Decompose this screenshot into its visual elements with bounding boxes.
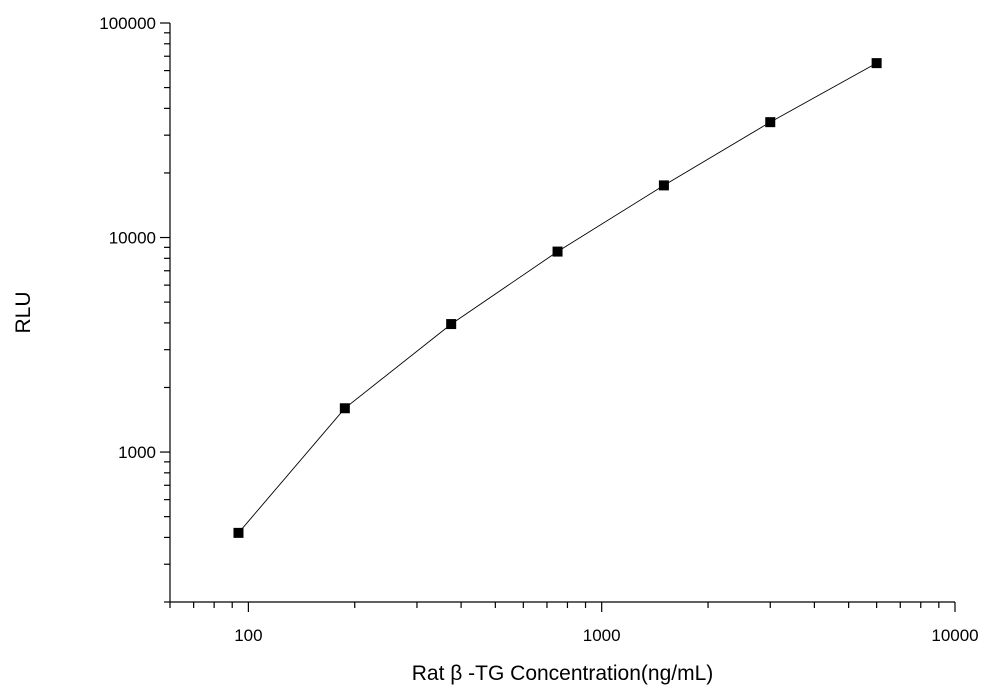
x-tick-label: 10000 (931, 626, 978, 645)
data-point (446, 319, 457, 330)
x-axis-title: Rat β -TG Concentration(ng/mL) (412, 662, 714, 685)
x-tick-label: 1000 (583, 626, 621, 645)
data-point (233, 527, 244, 538)
ticks (160, 22, 956, 612)
data-point (871, 58, 882, 69)
tick-labels: 100 1000 10000 1000 10000 100000 (99, 14, 978, 645)
data-series (233, 58, 882, 538)
series-line (238, 62, 877, 534)
data-point (552, 246, 563, 257)
y-tick-label: 100000 (99, 14, 156, 33)
y-axis-title: RLU (12, 291, 35, 333)
data-point (765, 117, 776, 128)
data-point (658, 180, 669, 191)
data-point (339, 403, 350, 414)
axes (169, 23, 955, 603)
y-tick-label: 10000 (109, 229, 156, 248)
x-tick-label: 100 (234, 626, 262, 645)
y-tick-label: 1000 (118, 443, 156, 462)
